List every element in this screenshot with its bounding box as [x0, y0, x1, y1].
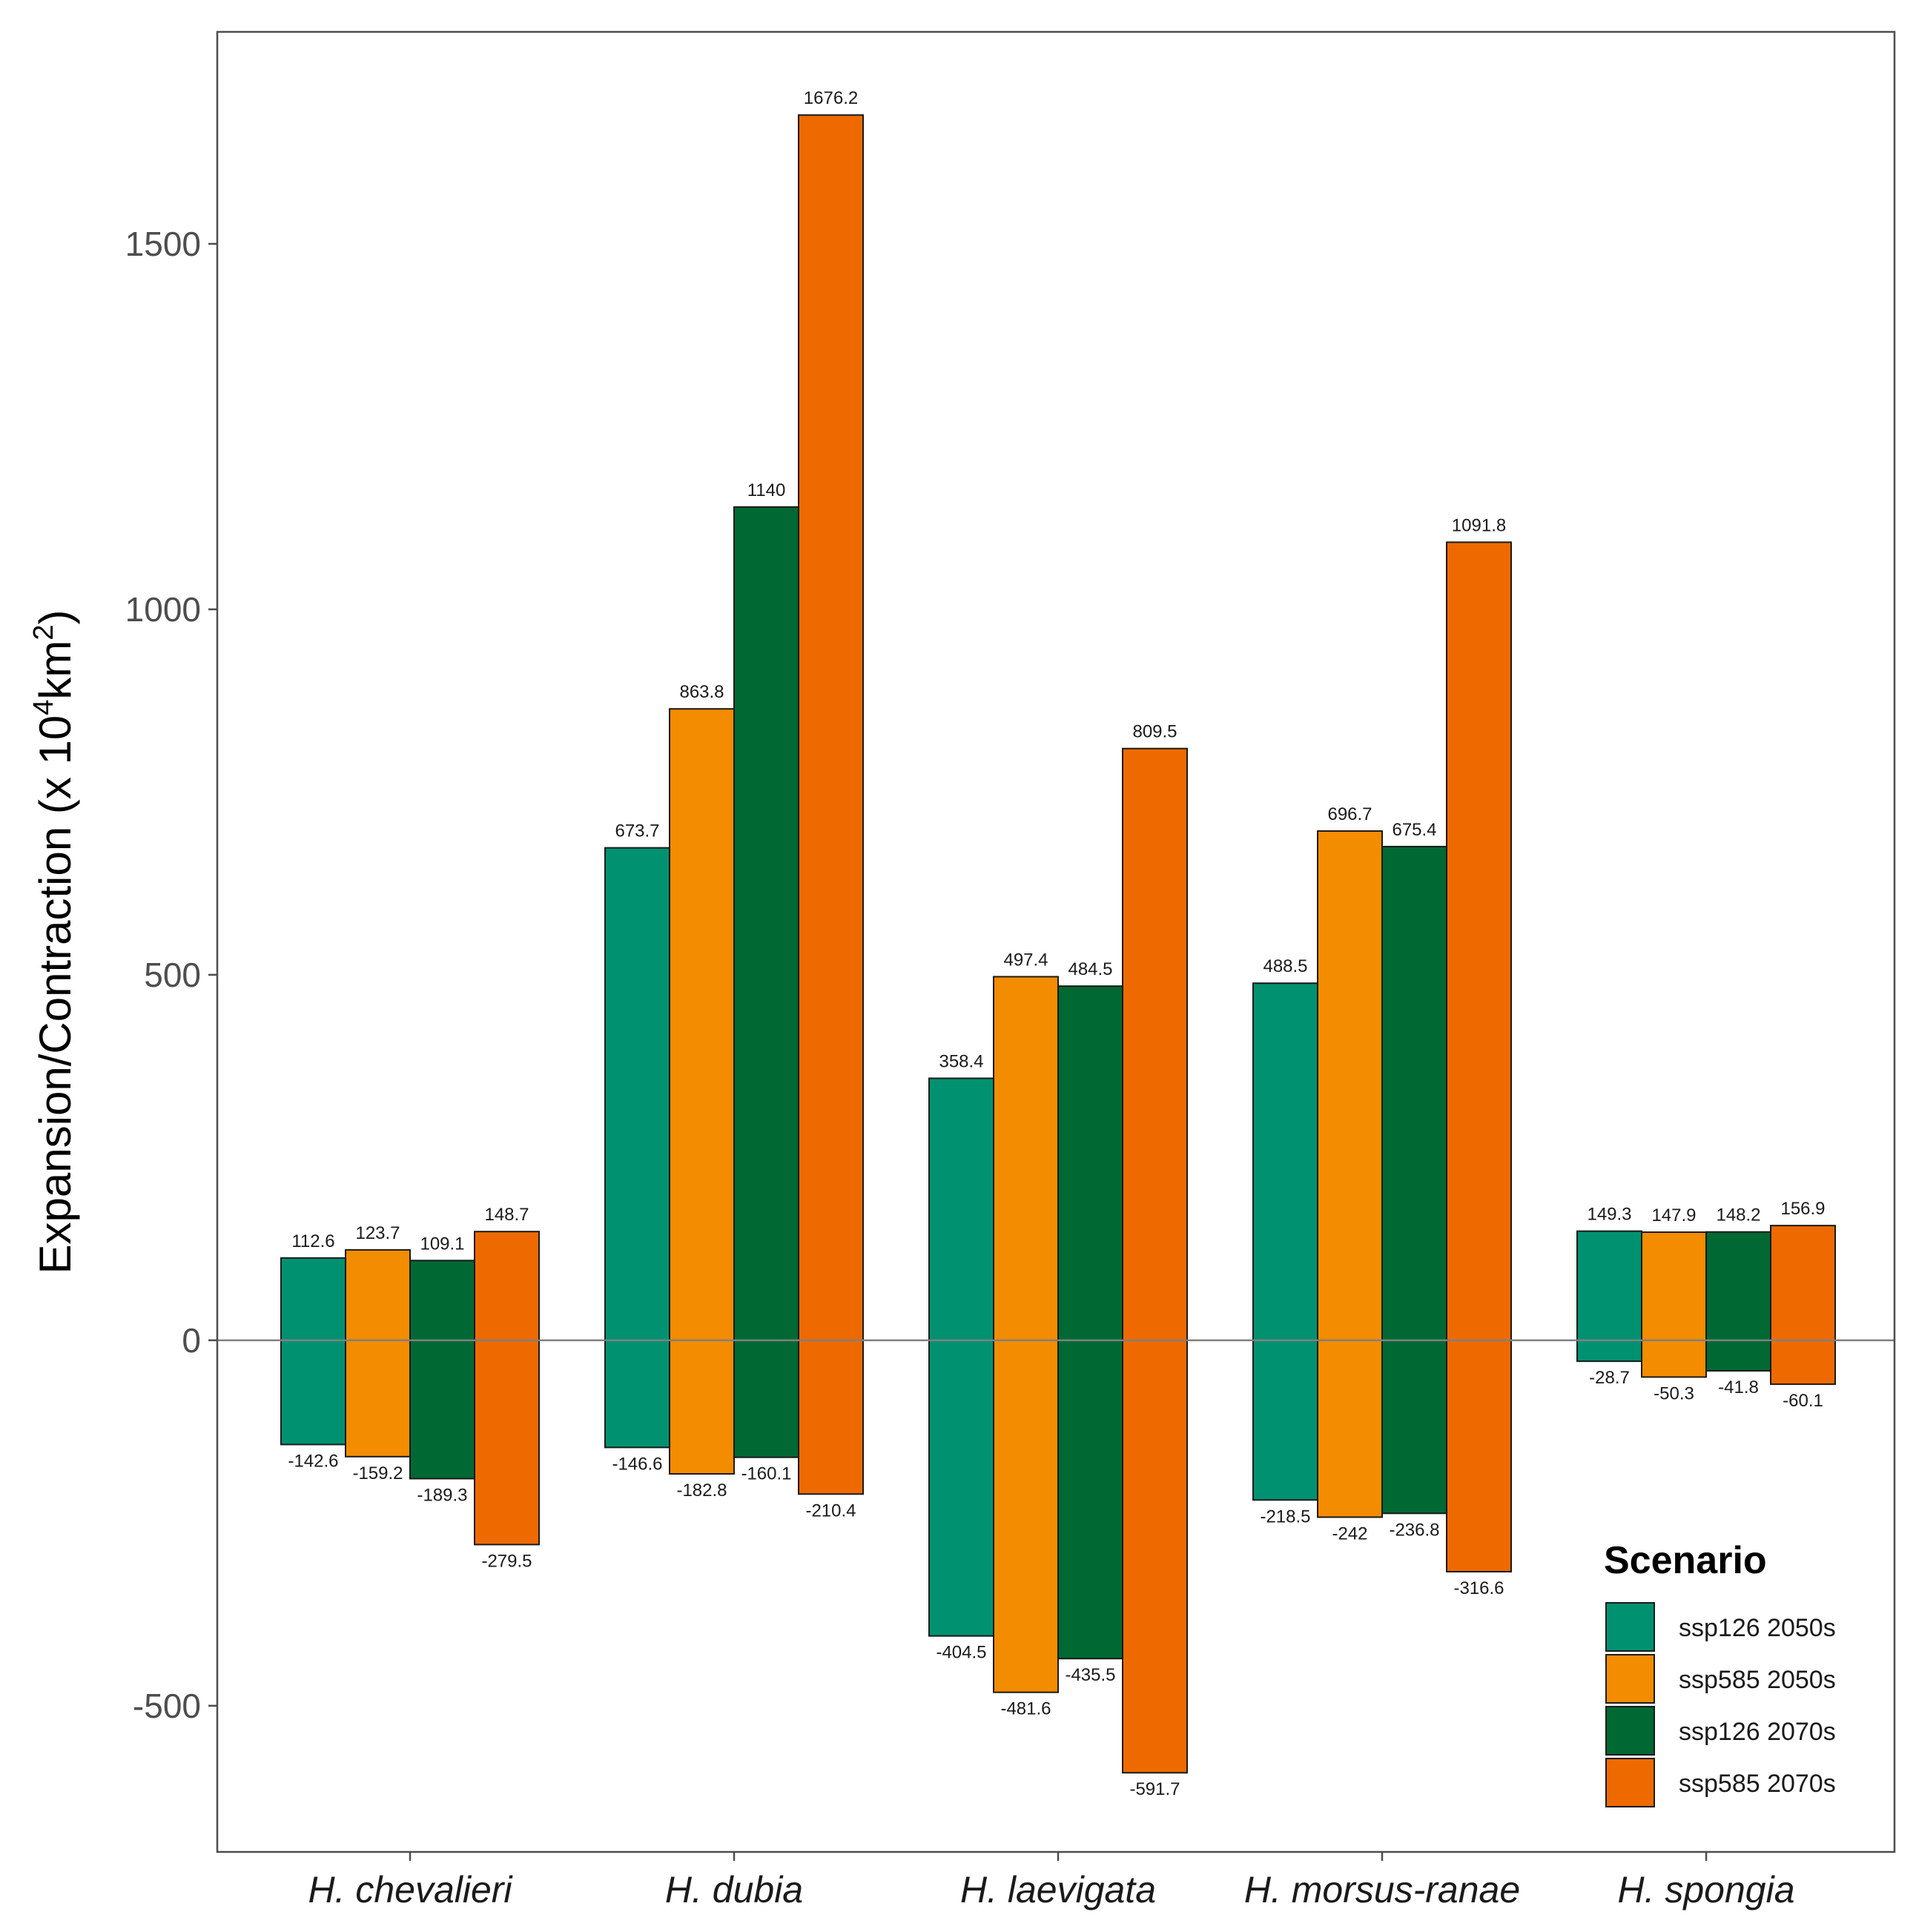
bar-label-expansion: 675.4	[1392, 820, 1436, 840]
bars-layer	[280, 114, 1836, 1774]
bar-label-expansion: 1140	[747, 480, 786, 500]
x-tick-label: H. laevigata	[960, 1869, 1156, 1911]
bar-label-expansion: 123.7	[355, 1223, 400, 1243]
bar-label-expansion: 497.4	[1003, 950, 1048, 970]
bar-label-contraction: -279.5	[481, 1551, 532, 1571]
x-tick-label: H. morsus-ranae	[1244, 1869, 1520, 1911]
y-axis-title-sup1: 4	[28, 700, 59, 715]
bar-label-expansion: 1676.2	[804, 88, 858, 108]
bar-label-expansion: 863.8	[679, 682, 724, 702]
bar	[1317, 830, 1383, 1518]
bar	[604, 847, 670, 1449]
bar	[1576, 1230, 1642, 1363]
bar-label-contraction: -182.8	[676, 1481, 727, 1501]
bar-label-contraction: -159.2	[352, 1463, 403, 1483]
x-axis: H. chevalieri H. dubia H. laevigata H. mors…	[308, 1852, 1795, 1911]
bar-label-expansion: 112.6	[291, 1231, 334, 1251]
bar	[733, 506, 799, 1458]
y-axis-title-main: Expansion/Contraction (x 10	[30, 715, 80, 1274]
y-axis-title-sup2: 2	[28, 624, 59, 640]
plot-panel-border	[216, 30, 1896, 1853]
bar-label-contraction: -236.8	[1389, 1520, 1439, 1540]
bar	[1705, 1231, 1771, 1372]
bar-label-contraction: -142.6	[288, 1451, 338, 1471]
bar-label-expansion: 1091.8	[1452, 515, 1506, 535]
bar-label-contraction: -316.6	[1453, 1578, 1504, 1598]
bar-label-contraction: -189.3	[417, 1485, 467, 1505]
x-tick-label: H. dubia	[665, 1869, 803, 1911]
bar-label-expansion: 488.5	[1263, 956, 1307, 976]
y-axis: -500 0 500 1000 1500	[125, 225, 217, 1725]
bar-label-expansion: 673.7	[615, 821, 659, 841]
bar	[993, 976, 1059, 1693]
bar-label-contraction: -242	[1332, 1524, 1367, 1544]
bar	[280, 1257, 346, 1446]
bar-label-expansion: 156.9	[1780, 1199, 1825, 1219]
bar-label-expansion: 809.5	[1132, 722, 1177, 742]
bar-label-contraction: -481.6	[1000, 1699, 1051, 1719]
y-axis-title-close: )	[30, 610, 80, 625]
legend-label: ssp585 2050s	[1679, 1666, 1836, 1694]
bar-label-expansion: 148.7	[484, 1205, 529, 1225]
bar	[409, 1260, 475, 1480]
x-tick-label: H. chevalieri	[308, 1869, 513, 1911]
bar-label-contraction: -218.5	[1260, 1506, 1310, 1526]
y-axis-title-unit: km	[30, 641, 80, 700]
legend-title: Scenario	[1604, 1539, 1767, 1582]
legend: Scenario ssp126 2050s ssp585 2050s ssp126 …	[1604, 1539, 1836, 1807]
legend-key	[1605, 1706, 1655, 1756]
bar-label-expansion: 109.1	[420, 1234, 464, 1254]
legend-key	[1605, 1602, 1655, 1652]
bar-label-expansion: 147.9	[1651, 1205, 1696, 1225]
bar-label-contraction: -60.1	[1783, 1391, 1823, 1411]
bar	[1641, 1231, 1707, 1378]
bar-label-contraction: -146.6	[612, 1454, 662, 1474]
y-tick-label: 0	[182, 1321, 201, 1360]
y-tick-label: 500	[144, 956, 201, 994]
bar	[1381, 845, 1447, 1515]
bar	[1252, 982, 1318, 1501]
y-axis-title: Expansion/Contraction (x 104km2)	[28, 610, 80, 1274]
bar-label-expansion: 696.7	[1327, 804, 1372, 824]
bar-labels-layer: 112.6 -142.6 123.7 -159.2 109.1 -189.3 148.7 -2…	[288, 88, 1825, 1799]
bar	[1057, 985, 1123, 1660]
bar	[928, 1077, 994, 1637]
bar	[669, 708, 735, 1475]
bar	[345, 1248, 411, 1458]
legend-label: ssp585 2070s	[1679, 1770, 1836, 1798]
bar-label-contraction: -210.4	[805, 1501, 856, 1521]
bar-label-contraction: -591.7	[1129, 1779, 1180, 1799]
legend-key	[1605, 1758, 1655, 1807]
bar	[1446, 541, 1512, 1572]
legend-key	[1605, 1654, 1655, 1704]
bar	[1122, 747, 1188, 1774]
legend-label: ssp126 2070s	[1679, 1718, 1836, 1746]
bar-label-contraction: -435.5	[1065, 1665, 1115, 1685]
bar	[798, 114, 864, 1495]
bar-label-expansion: 484.5	[1068, 959, 1112, 979]
bar-label-contraction: -41.8	[1718, 1377, 1759, 1397]
bar-label-contraction: -160.1	[741, 1464, 791, 1484]
y-tick-label: -500	[133, 1687, 201, 1725]
x-tick-label: H. spongia	[1617, 1869, 1794, 1911]
bar-label-contraction: -404.5	[936, 1643, 986, 1663]
y-tick-label: 1000	[125, 590, 201, 629]
bar	[474, 1231, 540, 1546]
bar-label-expansion: 148.2	[1716, 1205, 1760, 1225]
bar-label-contraction: -28.7	[1589, 1368, 1630, 1388]
bar-label-expansion: 149.3	[1587, 1205, 1631, 1225]
bar-label-expansion: 358.4	[939, 1051, 983, 1071]
y-tick-label: 1500	[125, 225, 201, 263]
legend-label: ssp126 2050s	[1679, 1614, 1836, 1642]
bar-label-contraction: -50.3	[1654, 1383, 1694, 1403]
bar	[1770, 1225, 1836, 1386]
